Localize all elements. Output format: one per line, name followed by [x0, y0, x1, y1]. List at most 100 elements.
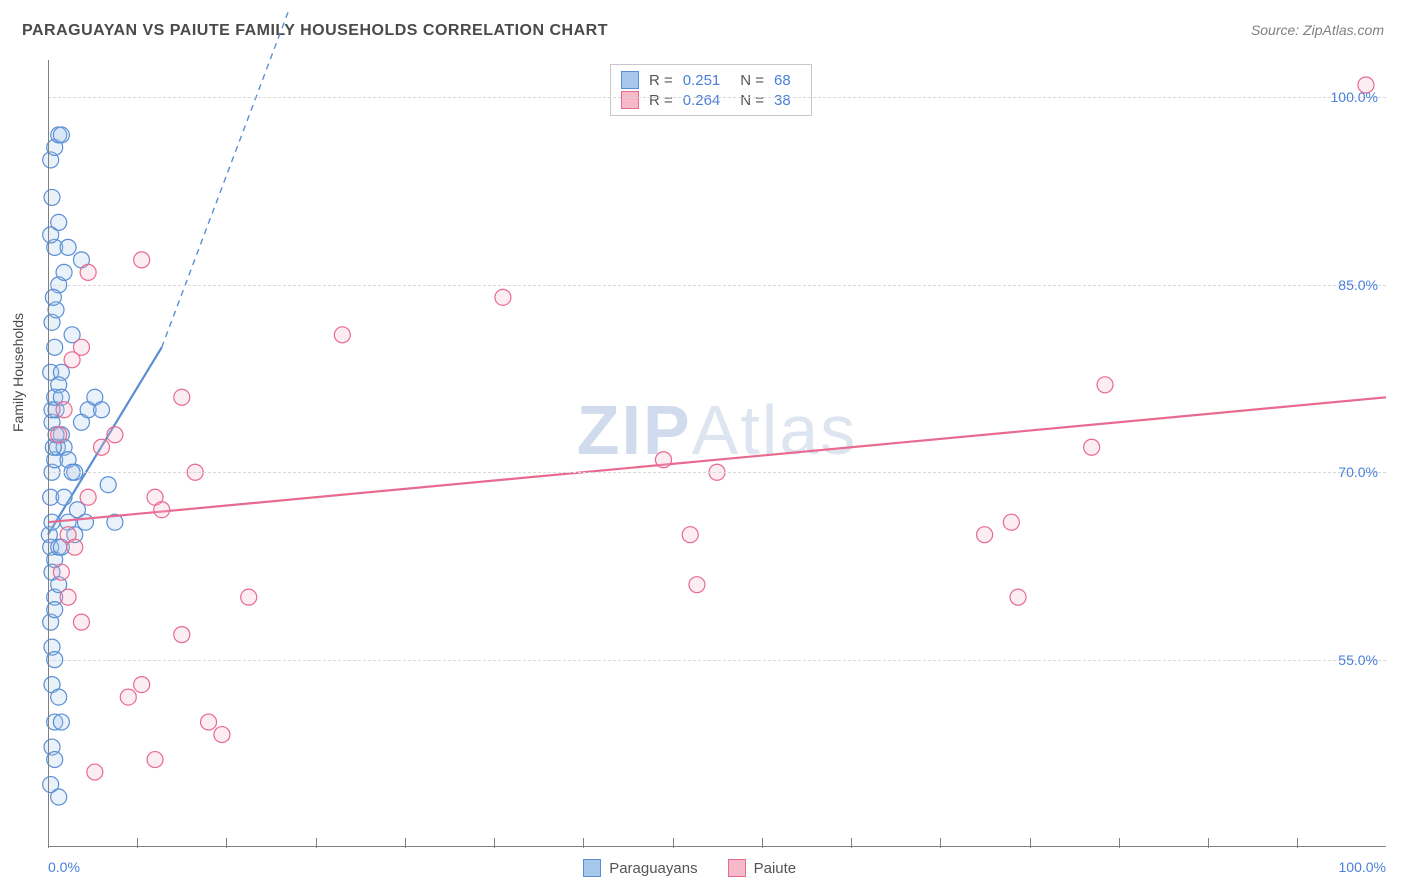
point-paraguayans [100, 477, 116, 493]
gridline [48, 660, 1386, 661]
point-paiute [977, 527, 993, 543]
point-paiute [201, 714, 217, 730]
point-paraguayans [53, 714, 69, 730]
stats-box: R = 0.251 N = 68 R = 0.264 N = 38 [610, 64, 812, 116]
point-paiute [1003, 514, 1019, 530]
point-paraguayans [56, 264, 72, 280]
point-paiute [689, 577, 705, 593]
legend-item: Paraguayans [583, 859, 697, 877]
point-paraguayans [47, 752, 63, 768]
point-paiute [53, 564, 69, 580]
x-tick-label-max: 100.0% [1339, 859, 1386, 875]
point-paraguayans [77, 514, 93, 530]
y-axis-label: Family Households [10, 312, 26, 431]
point-paraguayans [51, 689, 67, 705]
legend-label: Paiute [754, 860, 797, 877]
point-paiute [682, 527, 698, 543]
point-paraguayans [94, 402, 110, 418]
point-paiute [73, 339, 89, 355]
x-tick [940, 838, 941, 848]
point-paiute [1010, 589, 1026, 605]
point-paiute [495, 289, 511, 305]
stat-r-label: R = [649, 92, 673, 109]
stat-r-label: R = [649, 72, 673, 89]
point-paraguayans [51, 214, 67, 230]
gridline [48, 472, 1386, 473]
point-paiute [120, 689, 136, 705]
x-tick [762, 838, 763, 848]
y-tick-label: 70.0% [1338, 464, 1378, 480]
stats-row-paiute: R = 0.264 N = 38 [621, 91, 801, 109]
y-tick-label: 85.0% [1338, 277, 1378, 293]
point-paiute [107, 427, 123, 443]
y-tick-label: 55.0% [1338, 652, 1378, 668]
point-paraguayans [47, 339, 63, 355]
point-paiute [134, 677, 150, 693]
chart-title: PARAGUAYAN VS PAIUTE FAMILY HOUSEHOLDS C… [22, 22, 608, 40]
trend-line-paiute [48, 397, 1386, 522]
point-paiute [134, 252, 150, 268]
x-tick [226, 838, 227, 848]
point-paraguayans [56, 489, 72, 505]
stat-n-value: 68 [774, 72, 791, 89]
point-paiute [73, 614, 89, 630]
trend-line-dash-paraguayans [162, 10, 289, 347]
y-axis [48, 60, 49, 847]
gridline [48, 285, 1386, 286]
x-tick [851, 838, 852, 848]
source-label: Source: ZipAtlas.com [1251, 22, 1384, 38]
point-paiute [334, 327, 350, 343]
point-paiute [60, 589, 76, 605]
legend-label: Paraguayans [609, 860, 697, 877]
legend-swatch [728, 859, 746, 877]
point-paiute [154, 502, 170, 518]
point-paiute [214, 727, 230, 743]
swatch-paraguayans [621, 71, 639, 89]
stat-n-label: N = [740, 72, 764, 89]
x-tick [583, 838, 584, 848]
x-tick [494, 838, 495, 848]
stat-n-value: 38 [774, 92, 791, 109]
x-tick [1119, 838, 1120, 848]
x-tick [48, 838, 49, 848]
x-tick [1208, 838, 1209, 848]
point-paraguayans [44, 189, 60, 205]
point-paiute [94, 439, 110, 455]
x-tick [405, 838, 406, 848]
point-paraguayans [60, 239, 76, 255]
point-paiute [67, 539, 83, 555]
x-tick [316, 838, 317, 848]
x-tick [137, 838, 138, 848]
chart-area: Family Households ZIPAtlas R = 0.251 N =… [48, 60, 1386, 847]
point-paiute [80, 489, 96, 505]
legend-swatch [583, 859, 601, 877]
point-paiute [1084, 439, 1100, 455]
gridline [48, 97, 1386, 98]
point-paiute [241, 589, 257, 605]
stat-r-value: 0.264 [683, 92, 721, 109]
point-paiute [174, 389, 190, 405]
point-paiute [655, 452, 671, 468]
bottom-legend: Paraguayans Paiute [583, 859, 796, 877]
stats-row-paraguayans: R = 0.251 N = 68 [621, 71, 801, 89]
legend-item: Paiute [728, 859, 797, 877]
x-tick [1297, 838, 1298, 848]
point-paiute [87, 764, 103, 780]
x-tick-label-min: 0.0% [48, 859, 80, 875]
swatch-paiute [621, 91, 639, 109]
x-tick [673, 838, 674, 848]
point-paiute [1097, 377, 1113, 393]
stat-n-label: N = [740, 92, 764, 109]
point-paiute [80, 264, 96, 280]
point-paiute [147, 752, 163, 768]
scatter-plot [48, 60, 1386, 847]
point-paraguayans [51, 789, 67, 805]
y-tick-label: 100.0% [1331, 89, 1378, 105]
point-paiute [56, 402, 72, 418]
point-paiute [174, 627, 190, 643]
x-axis [48, 846, 1386, 847]
x-tick [1030, 838, 1031, 848]
point-paiute [51, 427, 67, 443]
point-paraguayans [53, 127, 69, 143]
stat-r-value: 0.251 [683, 72, 721, 89]
